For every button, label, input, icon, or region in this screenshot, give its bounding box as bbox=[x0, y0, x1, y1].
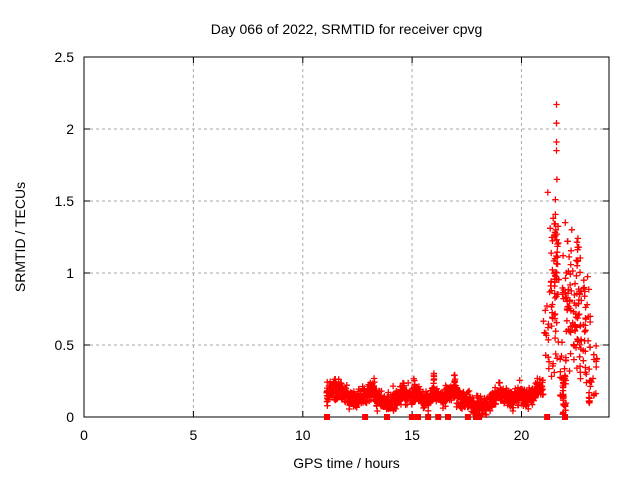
grid-lines bbox=[84, 57, 609, 417]
x-axis-label: GPS time / hours bbox=[293, 455, 400, 471]
plot-border-and-ticks bbox=[83, 56, 610, 418]
x-tick-label: 15 bbox=[404, 427, 420, 443]
y-tick-label: 1 bbox=[66, 265, 74, 281]
chart-title: Day 066 of 2022, SRMTID for receiver cpv… bbox=[210, 21, 483, 37]
zero-flag-square-markers bbox=[324, 414, 568, 420]
x-tick-label: 20 bbox=[514, 427, 530, 443]
scatter-points-plus bbox=[323, 101, 601, 418]
x-tick-label: 5 bbox=[190, 427, 198, 443]
x-tick-label: 10 bbox=[295, 427, 311, 443]
y-tick-label: 0.5 bbox=[55, 337, 75, 353]
y-tick-label: 2.5 bbox=[55, 49, 75, 65]
y-tick-label: 0 bbox=[66, 409, 74, 425]
y-tick-label: 1.5 bbox=[55, 193, 75, 209]
y-tick-label: 2 bbox=[66, 121, 74, 137]
x-tick-label: 0 bbox=[80, 427, 88, 443]
